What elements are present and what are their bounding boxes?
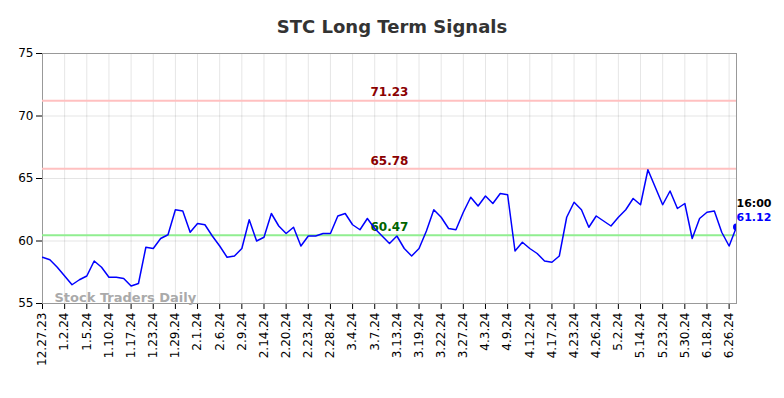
svg-text:2.28.24: 2.28.24 (323, 313, 337, 359)
svg-text:4.26.24: 4.26.24 (589, 313, 603, 359)
svg-text:3.7.24: 3.7.24 (368, 313, 382, 351)
svg-text:55: 55 (18, 296, 33, 310)
svg-text:5.30.24: 5.30.24 (678, 313, 692, 359)
svg-text:61.12: 61.12 (737, 211, 772, 224)
svg-text:Stock Traders Daily: Stock Traders Daily (55, 290, 197, 305)
svg-text:1.2.24: 1.2.24 (57, 313, 71, 351)
svg-text:16:00: 16:00 (737, 197, 772, 210)
svg-text:71.23: 71.23 (371, 85, 409, 99)
svg-text:12.27.23: 12.27.23 (35, 313, 49, 366)
svg-text:6.18.24: 6.18.24 (700, 313, 714, 359)
svg-text:6.26.24: 6.26.24 (722, 313, 736, 359)
svg-text:2.14.24: 2.14.24 (257, 313, 271, 359)
svg-text:75: 75 (18, 46, 33, 60)
svg-text:4.12.24: 4.12.24 (523, 313, 537, 359)
svg-text:1.10.24: 1.10.24 (102, 313, 116, 359)
svg-text:2.6.24: 2.6.24 (213, 313, 227, 351)
svg-text:3.22.24: 3.22.24 (434, 313, 448, 359)
svg-text:65.78: 65.78 (371, 154, 409, 168)
svg-text:2.1.24: 2.1.24 (190, 313, 204, 351)
svg-text:3.13.24: 3.13.24 (390, 313, 404, 359)
html-text:STC Long Term Signals: STC Long Term Signals (276, 16, 508, 37)
svg-text:3.19.24: 3.19.24 (412, 313, 426, 359)
svg-text:1.17.24: 1.17.24 (124, 313, 138, 359)
svg-text:2.9.24: 2.9.24 (235, 313, 249, 351)
svg-text:4.3.24: 4.3.24 (478, 313, 492, 351)
svg-text:5.23.24: 5.23.24 (656, 313, 670, 359)
svg-text:65: 65 (18, 171, 33, 185)
svg-text:4.23.24: 4.23.24 (567, 313, 581, 359)
svg-text:60: 60 (18, 234, 33, 248)
svg-text:3.27.24: 3.27.24 (456, 313, 470, 359)
svg-text:2.20.24: 2.20.24 (279, 313, 293, 359)
svg-text:1.5.24: 1.5.24 (80, 313, 94, 351)
svg-text:4.9.24: 4.9.24 (500, 313, 514, 351)
svg-text:1.29.24: 1.29.24 (168, 313, 182, 359)
svg-text:4.17.24: 4.17.24 (545, 313, 559, 359)
svg-text:60.47: 60.47 (371, 220, 409, 234)
svg-text:5.2.24: 5.2.24 (611, 313, 625, 351)
svg-text:3.4.24: 3.4.24 (345, 313, 359, 351)
svg-text:5.14.24: 5.14.24 (633, 313, 647, 359)
svg-text:1.23.24: 1.23.24 (146, 313, 160, 359)
svg-text:2.23.24: 2.23.24 (301, 313, 315, 359)
svg-text:70: 70 (18, 109, 33, 123)
